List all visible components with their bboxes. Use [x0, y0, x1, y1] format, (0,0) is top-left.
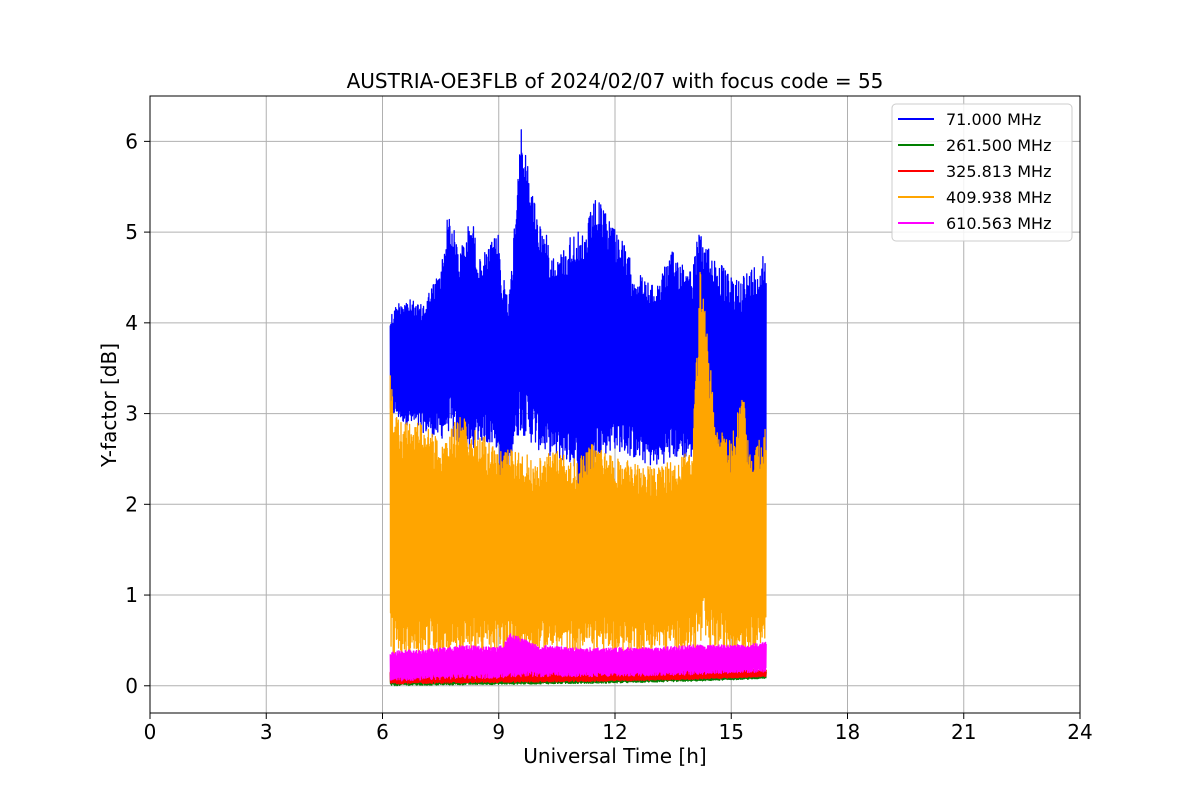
legend-label: 409.938 MHz [946, 188, 1051, 207]
plot-series [389, 129, 767, 687]
x-tick-label: 9 [492, 720, 505, 744]
legend: 71.000 MHz 261.500 MHz 325.813 MHz 409.938 … [891, 103, 1073, 242]
series-line [389, 271, 767, 660]
y-tick-label: 0 [125, 674, 138, 698]
x-tick-label: 12 [602, 720, 627, 744]
x-tick-label: 0 [144, 720, 157, 744]
legend-label: 71.000 MHz [946, 110, 1041, 129]
y-tick-label: 1 [125, 583, 138, 607]
x-tick-label: 24 [1067, 720, 1092, 744]
legend-label: 261.500 MHz [946, 136, 1051, 155]
chart-title: AUSTRIA-OE3FLB of 2024/02/07 with focus … [347, 69, 884, 93]
y-tick-label: 2 [125, 492, 138, 516]
x-tick-label: 15 [719, 720, 744, 744]
x-tick-label: 18 [835, 720, 860, 744]
legend-label: 610.563 MHz [946, 214, 1051, 233]
y-tick-label: 4 [125, 311, 138, 335]
legend-box [891, 103, 1073, 242]
x-tick-label: 21 [951, 720, 976, 744]
x-tick-label: 3 [260, 720, 273, 744]
y-tick-label: 5 [125, 220, 138, 244]
series-line [389, 633, 767, 682]
x-axis-label: Universal Time [h] [523, 744, 706, 768]
legend-label: 325.813 MHz [946, 162, 1051, 181]
y-tick-label: 3 [125, 402, 138, 426]
y-tick-label: 6 [125, 129, 138, 153]
y-axis-label: Y-factor [dB] [97, 343, 121, 468]
x-tick-label: 6 [376, 720, 389, 744]
